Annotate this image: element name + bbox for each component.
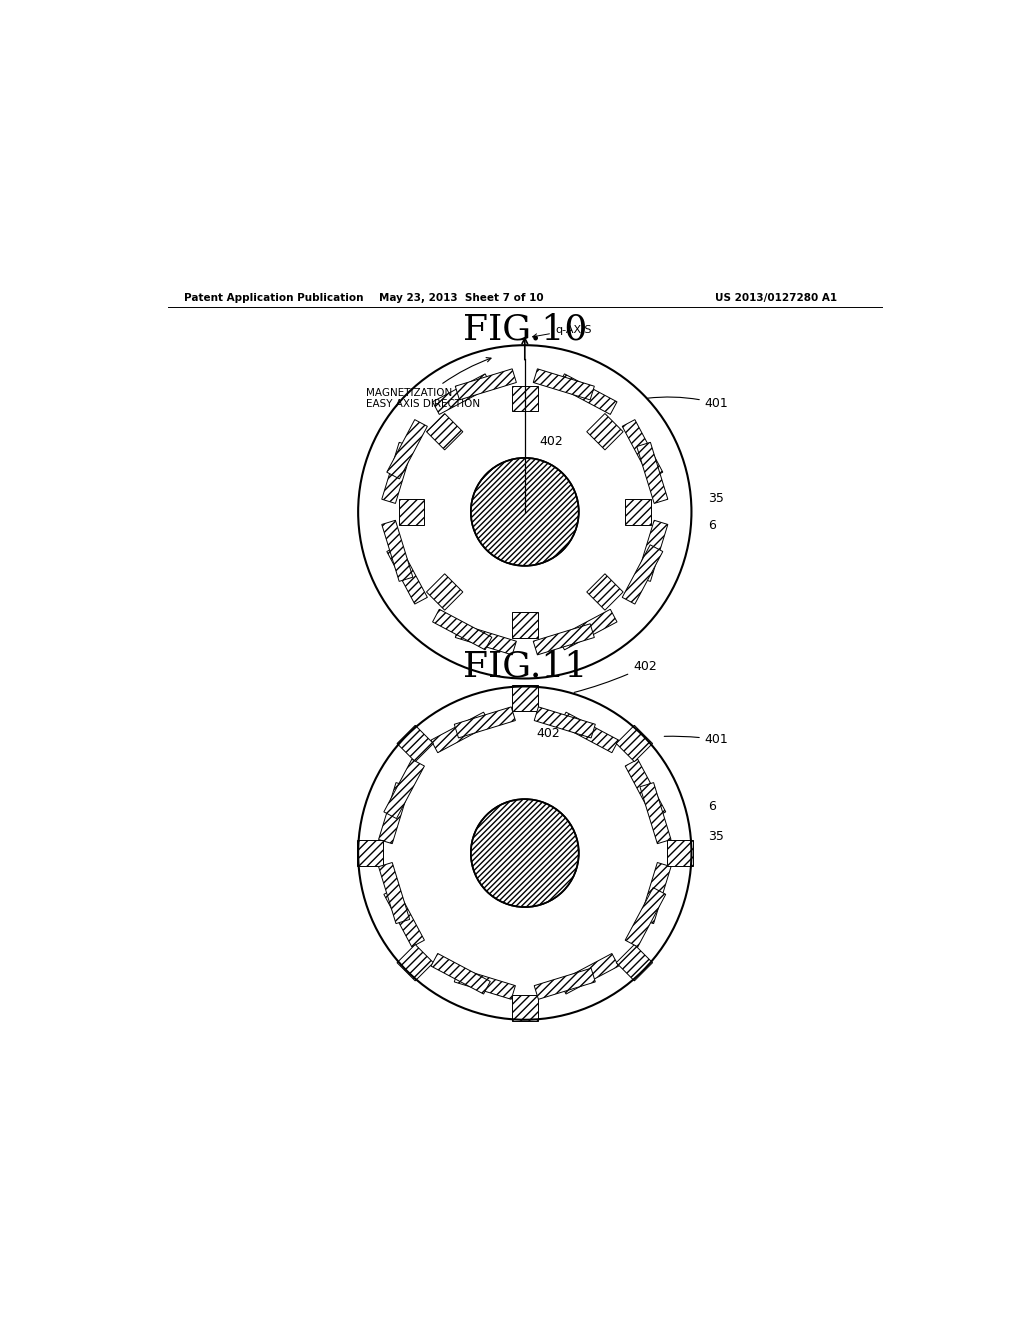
Polygon shape <box>626 887 666 946</box>
Polygon shape <box>534 624 594 655</box>
Circle shape <box>358 686 691 1020</box>
Text: FIG.10: FIG.10 <box>463 313 587 346</box>
Polygon shape <box>456 624 516 655</box>
Text: 401: 401 <box>647 397 728 411</box>
Polygon shape <box>397 725 433 762</box>
Polygon shape <box>455 708 515 738</box>
Text: FIG.11: FIG.11 <box>463 649 587 684</box>
Text: 35: 35 <box>709 830 724 843</box>
Polygon shape <box>558 610 617 649</box>
Polygon shape <box>384 759 424 818</box>
Text: 6: 6 <box>709 519 716 532</box>
Polygon shape <box>387 545 427 605</box>
Polygon shape <box>512 995 538 1020</box>
Polygon shape <box>512 385 538 412</box>
Text: 8: 8 <box>547 511 554 524</box>
Text: Patent Application Publication: Patent Application Publication <box>183 293 364 302</box>
Text: 402: 402 <box>537 726 560 739</box>
Polygon shape <box>534 368 594 400</box>
Polygon shape <box>637 520 668 581</box>
Polygon shape <box>426 574 463 610</box>
Text: US 2013/0127280 A1: US 2013/0127280 A1 <box>715 293 838 302</box>
Polygon shape <box>637 442 668 503</box>
Polygon shape <box>626 499 651 525</box>
Text: MAGNETIZATION
EASY AXIS DIRECTION: MAGNETIZATION EASY AXIS DIRECTION <box>367 358 492 409</box>
Polygon shape <box>512 612 538 638</box>
Polygon shape <box>397 945 433 981</box>
Polygon shape <box>357 841 383 866</box>
Polygon shape <box>512 685 538 711</box>
Text: 402: 402 <box>539 436 563 449</box>
Polygon shape <box>398 499 424 525</box>
Text: 402: 402 <box>574 660 656 693</box>
Polygon shape <box>456 368 516 400</box>
Text: 35: 35 <box>709 492 724 506</box>
Polygon shape <box>382 520 413 581</box>
Polygon shape <box>426 413 463 450</box>
Polygon shape <box>587 574 624 610</box>
Polygon shape <box>535 708 595 738</box>
Circle shape <box>471 799 579 907</box>
Polygon shape <box>382 442 413 503</box>
Polygon shape <box>640 783 671 843</box>
Polygon shape <box>379 862 410 924</box>
Polygon shape <box>667 841 692 866</box>
Polygon shape <box>587 413 624 450</box>
Text: May 23, 2013  Sheet 7 of 10: May 23, 2013 Sheet 7 of 10 <box>379 293 544 302</box>
Polygon shape <box>455 969 515 999</box>
Polygon shape <box>616 945 652 981</box>
Polygon shape <box>379 783 410 843</box>
Text: 6: 6 <box>709 800 716 813</box>
Polygon shape <box>623 420 663 479</box>
Polygon shape <box>558 374 617 414</box>
Polygon shape <box>623 545 663 605</box>
Text: 401: 401 <box>665 734 728 746</box>
Circle shape <box>471 458 579 566</box>
Polygon shape <box>559 713 618 752</box>
Polygon shape <box>432 374 492 414</box>
Text: q-AXIS: q-AXIS <box>532 325 592 338</box>
Polygon shape <box>431 713 490 752</box>
Polygon shape <box>431 953 490 994</box>
Polygon shape <box>432 610 492 649</box>
Circle shape <box>358 346 691 678</box>
Polygon shape <box>640 862 671 924</box>
Polygon shape <box>384 887 424 946</box>
Polygon shape <box>559 953 618 994</box>
Polygon shape <box>616 725 652 762</box>
Polygon shape <box>535 969 595 999</box>
Polygon shape <box>626 759 666 818</box>
Polygon shape <box>387 420 427 479</box>
Text: 8: 8 <box>547 851 554 865</box>
